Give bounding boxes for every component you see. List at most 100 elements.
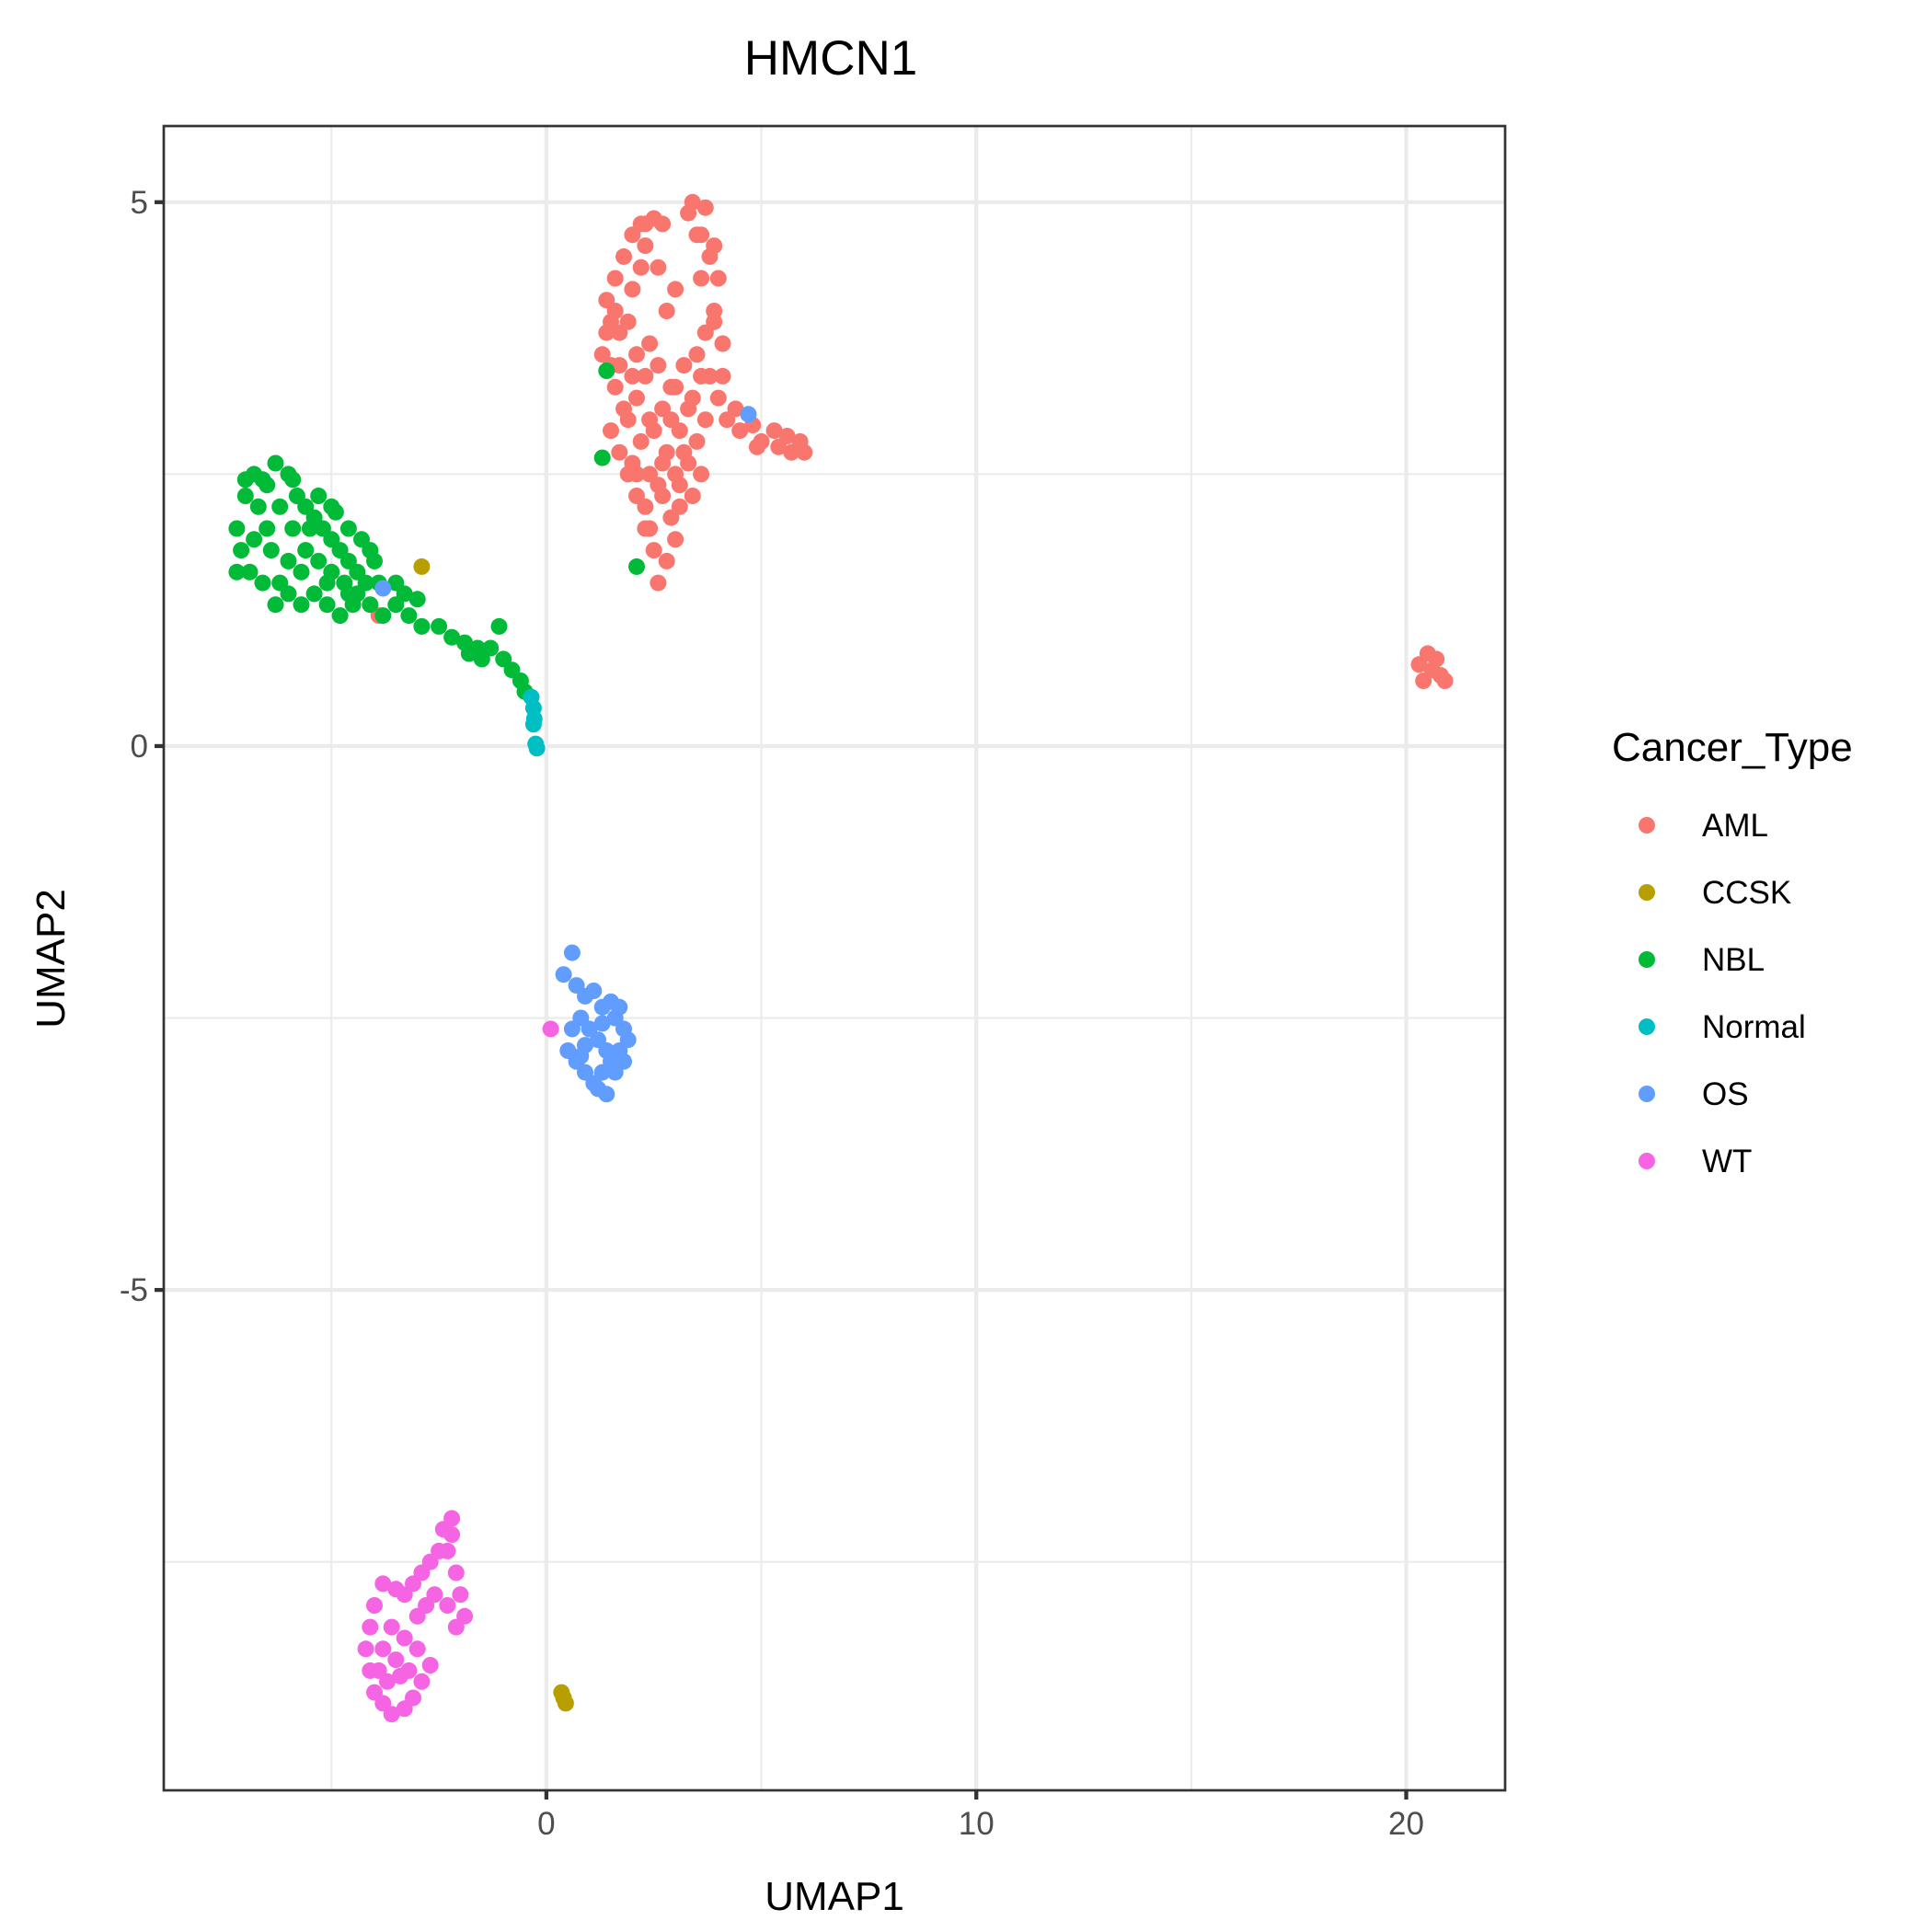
- data-point: [447, 1564, 465, 1581]
- data-point: [650, 357, 667, 374]
- data-point: [654, 454, 672, 472]
- data-point: [796, 443, 813, 461]
- panel-border: [162, 124, 1507, 1792]
- data-point: [696, 411, 714, 429]
- data-point: [267, 454, 284, 472]
- data-point: [740, 406, 757, 423]
- legend-label: AML: [1702, 808, 1768, 844]
- y-tick-label: 0: [131, 729, 148, 765]
- data-point: [542, 1020, 559, 1038]
- data-point: [228, 520, 246, 537]
- data-point: [366, 1597, 383, 1614]
- chart-title: HMCN1: [744, 31, 917, 86]
- data-point: [765, 422, 783, 440]
- legend-label: NBL: [1702, 942, 1765, 978]
- data-point: [585, 983, 603, 999]
- legend-title: Cancer_Type: [1612, 725, 1853, 770]
- data-point: [650, 259, 667, 276]
- data-point: [637, 520, 654, 537]
- data-point: [271, 498, 289, 515]
- data-point: [598, 324, 615, 341]
- data-point: [680, 454, 697, 472]
- minor-gridlines: [164, 126, 1505, 1790]
- legend-label: WT: [1702, 1144, 1752, 1179]
- data-point: [421, 1657, 439, 1673]
- y-tick-label: 5: [131, 185, 148, 221]
- data-point: [362, 596, 379, 614]
- data-point: [641, 335, 659, 352]
- data-point: [301, 520, 318, 537]
- data-point: [383, 1706, 400, 1723]
- major-gridlines: [164, 126, 1505, 1790]
- data-point: [379, 1673, 396, 1690]
- data-point: [413, 558, 431, 575]
- data-point: [246, 531, 263, 548]
- data-point: [236, 471, 254, 489]
- data-point: [654, 488, 672, 504]
- data-point: [667, 281, 684, 298]
- data-point: [632, 432, 650, 450]
- data-point: [563, 944, 581, 961]
- data-point: [628, 346, 645, 363]
- data-point: [658, 303, 675, 319]
- data-point: [770, 438, 788, 455]
- data-point: [293, 563, 310, 581]
- data-point: [667, 531, 684, 548]
- data-point: [593, 1015, 611, 1032]
- data-point: [783, 443, 800, 461]
- data-point: [310, 552, 328, 569]
- data-point: [339, 520, 357, 537]
- y-axis-title: UMAP2: [29, 889, 74, 1029]
- data-point: [284, 471, 302, 489]
- data-point: [490, 617, 508, 635]
- legend-label: OS: [1702, 1076, 1749, 1112]
- panel-background: [164, 126, 1505, 1790]
- data-point: [280, 552, 297, 569]
- data-point: [637, 498, 654, 515]
- series-os: [374, 406, 757, 1103]
- data-point: [374, 580, 392, 597]
- data-point: [684, 193, 701, 211]
- data-point: [637, 237, 654, 255]
- data-point: [431, 617, 448, 635]
- data-point: [606, 303, 624, 319]
- legend-key: [1639, 1153, 1655, 1169]
- data-point: [628, 466, 645, 483]
- data-point: [362, 542, 379, 559]
- data-point: [688, 432, 706, 450]
- x-axis: 0 10 20: [537, 1790, 1424, 1842]
- data-point: [339, 585, 357, 603]
- data-point: [684, 389, 701, 407]
- data-point: [559, 1042, 577, 1059]
- data-point: [1428, 650, 1445, 668]
- data-point: [383, 1618, 400, 1636]
- data-point: [624, 367, 641, 385]
- data-point: [658, 552, 675, 569]
- data-point: [706, 237, 723, 255]
- legend-item-wt: WT: [1639, 1144, 1752, 1179]
- data-point: [374, 1575, 392, 1593]
- data-point: [598, 1042, 615, 1059]
- data-point: [603, 422, 619, 440]
- data-point: [460, 645, 477, 662]
- data-point: [400, 1662, 418, 1679]
- data-point: [443, 628, 461, 646]
- data-point: [675, 357, 693, 374]
- data-point: [1415, 673, 1432, 689]
- data-point: [249, 498, 267, 515]
- data-point: [528, 740, 546, 757]
- legend-key: [1639, 951, 1655, 968]
- data-point: [632, 259, 650, 276]
- data-point: [439, 1597, 456, 1614]
- series-aml: [370, 193, 1454, 689]
- data-point: [662, 411, 680, 429]
- data-point: [696, 199, 714, 216]
- data-point: [396, 585, 413, 603]
- data-point: [593, 449, 611, 466]
- data-point: [667, 378, 684, 396]
- data-point: [650, 574, 667, 592]
- data-point: [318, 596, 336, 614]
- data-point: [259, 520, 276, 537]
- data-point: [611, 357, 628, 374]
- data-point: [443, 1526, 461, 1544]
